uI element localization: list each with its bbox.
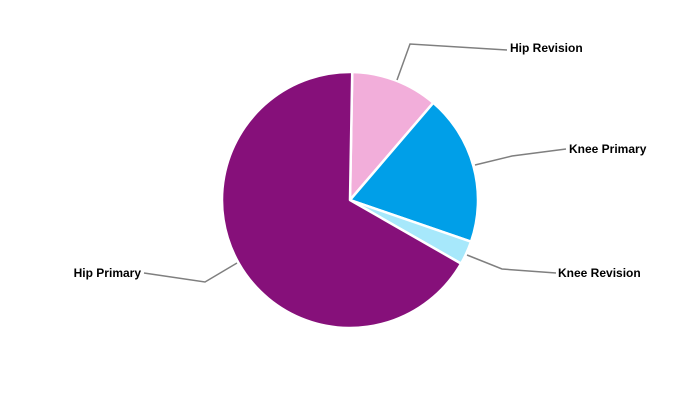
data-label-knee-revision: Knee Revision: [558, 266, 641, 280]
data-label-hip-revision: Hip Revision: [510, 41, 583, 55]
leader-line-hip-primary: [143, 262, 238, 283]
leader-line-knee-revision: [466, 254, 557, 274]
leader-line-hip-revision: [396, 43, 508, 81]
leader-line-knee-primary: [474, 148, 567, 166]
pie-slice-hip-primary: [220, 70, 463, 330]
data-label-hip-primary: Hip Primary: [74, 266, 142, 280]
pie-slice-hip-revision: [348, 70, 435, 202]
data-label-knee-primary: Knee Primary: [569, 142, 647, 156]
pie-slice-knee-primary: [348, 101, 480, 243]
